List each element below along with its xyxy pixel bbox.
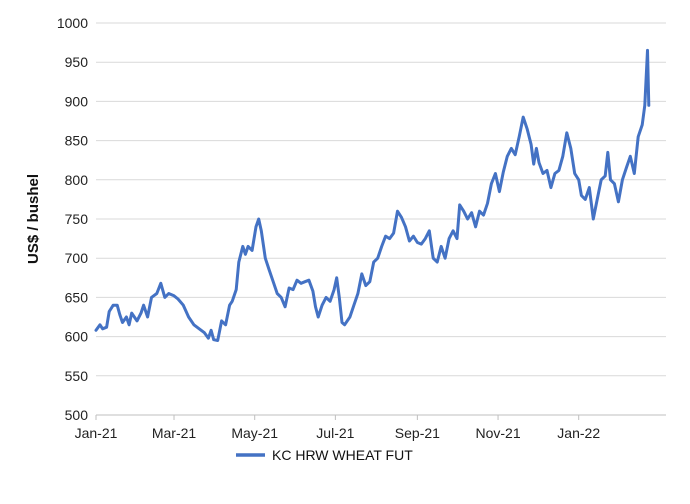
legend: KC HRW WHEAT FUT: [236, 447, 413, 463]
y-tick-label: 600: [65, 329, 89, 345]
y-axis-title: US$ / bushel: [25, 174, 42, 264]
y-tick-label: 750: [65, 211, 89, 227]
y-tick-label: 550: [65, 368, 89, 384]
y-tick-label: 900: [65, 93, 89, 109]
x-tick-label: Jul-21: [316, 425, 354, 441]
x-tick-label: Mar-21: [152, 425, 197, 441]
y-tick-label: 950: [65, 54, 89, 70]
y-axis-ticks: 500 550 600 650 700 750 800 850 900 950 1000: [57, 15, 88, 423]
x-tick-label: May-21: [231, 425, 278, 441]
legend-label: KC HRW WHEAT FUT: [272, 447, 413, 463]
series-layer: [94, 48, 651, 342]
x-tick-label: Nov-21: [475, 425, 520, 441]
y-tick-label: 700: [65, 250, 89, 266]
y-tick-label: 800: [65, 172, 89, 188]
y-tick-label: 1000: [57, 15, 88, 31]
x-tick-label: Jan-22: [557, 425, 600, 441]
y-tick-label: 850: [65, 133, 89, 149]
y-tick-label: 650: [65, 289, 89, 305]
y-tick-label: 500: [65, 407, 89, 423]
x-axis-ticks: Jan-21 Mar-21 May-21 Jul-21 Sep-21 Nov-21 Jan-…: [75, 415, 600, 441]
x-tick-label: Jan-21: [75, 425, 118, 441]
x-tick-label: Sep-21: [395, 425, 440, 441]
gridlines: [96, 22, 666, 377]
series-line: [94, 48, 651, 342]
